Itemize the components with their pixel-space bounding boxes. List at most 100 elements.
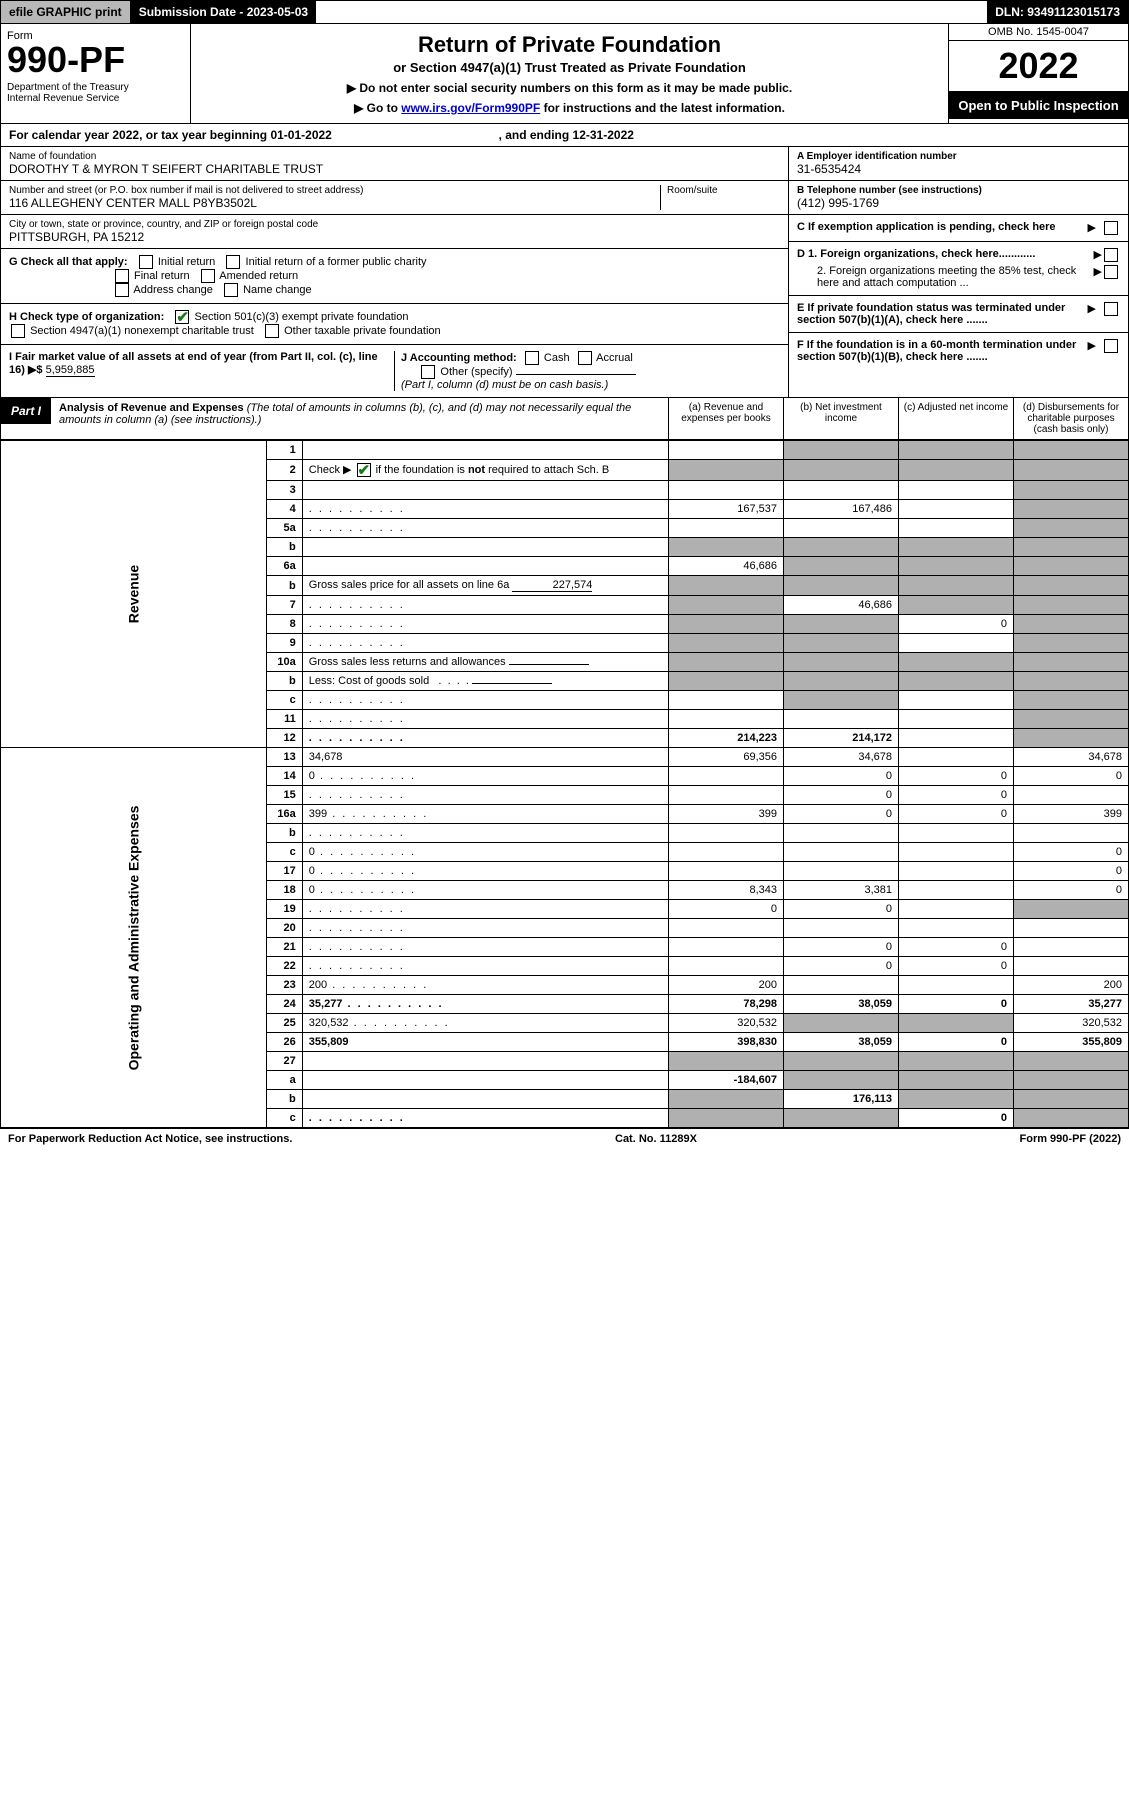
amt-a [669,538,784,557]
amt-b: 38,059 [784,995,899,1014]
amt-b: 0 [784,767,899,786]
line-desc [302,481,668,500]
operating-sidelabel: Operating and Administrative Expenses [1,748,267,1128]
amt-d [1014,1052,1129,1071]
part1-header: Part I Analysis of Revenue and Expenses … [0,398,1129,440]
chk-501c3[interactable] [175,310,189,324]
amt-d [1014,900,1129,919]
chk-other-method[interactable] [421,365,435,379]
line-desc [302,710,668,729]
line-desc: 0 [302,843,668,862]
efile-label[interactable]: efile GRAPHIC print [1,1,131,23]
topbar: efile GRAPHIC print Submission Date - 20… [0,0,1129,24]
amt-b: 0 [784,900,899,919]
amt-d [1014,538,1129,557]
amt-b [784,919,899,938]
line-desc [302,538,668,557]
irs-link[interactable]: www.irs.gov/Form990PF [401,101,540,115]
chk-other-taxable[interactable] [265,324,279,338]
info-grid: Name of foundation DOROTHY T & MYRON T S… [0,147,1129,398]
amt-b [784,1109,899,1128]
chk-initial-former[interactable] [226,255,240,269]
chk-cash[interactable] [525,351,539,365]
opt-name-change: Name change [243,284,312,296]
footer-right: Form 990-PF (2022) [1020,1133,1121,1145]
chk-initial-return[interactable] [139,255,153,269]
amt-a [669,441,784,460]
form-subtitle: or Section 4947(a)(1) Trust Treated as P… [199,60,940,75]
amt-d [1014,596,1129,615]
amt-b [784,1052,899,1071]
line-desc: 200 [302,976,668,995]
line-num: a [266,1071,302,1090]
chk-final-return[interactable] [115,269,129,283]
room-label: Room/suite [667,185,780,196]
amt-c: 0 [899,938,1014,957]
chk-c[interactable] [1104,221,1118,235]
amt-c [899,976,1014,995]
amt-a: 214,223 [669,729,784,748]
amt-d: 200 [1014,976,1129,995]
instruct-2-prefix: ▶ Go to [354,101,401,115]
amt-c: 0 [899,957,1014,976]
amt-d [1014,1109,1129,1128]
chk-d1[interactable] [1104,248,1118,262]
opt-initial-former: Initial return of a former public charit… [246,256,427,268]
chk-4947a1[interactable] [11,324,25,338]
amt-d: 355,809 [1014,1033,1129,1052]
chk-accrual[interactable] [578,351,592,365]
amt-d: 0 [1014,843,1129,862]
amt-a [669,653,784,672]
line-num: c [266,1109,302,1128]
main-table: Revenue12Check ▶ if the foundation is no… [0,440,1129,1128]
h-row: H Check type of organization: Section 50… [1,304,788,345]
amt-c [899,460,1014,481]
line-num: c [266,843,302,862]
opt-other-method: Other (specify) [440,366,512,378]
amt-d [1014,1090,1129,1109]
line-num: 19 [266,900,302,919]
amt-b: 38,059 [784,1033,899,1052]
line-num: b [266,824,302,843]
amt-c: 0 [899,805,1014,824]
chk-d2[interactable] [1104,265,1118,279]
j-note: (Part I, column (d) must be on cash basi… [401,379,608,391]
amt-c [899,538,1014,557]
amt-d [1014,824,1129,843]
line-desc: Check ▶ if the foundation is not require… [302,460,668,481]
chk-name-change[interactable] [224,283,238,297]
amt-b: 0 [784,938,899,957]
line-desc [302,1109,668,1128]
city-label: City or town, state or province, country… [9,219,780,230]
cal-year-mid: , and ending [499,128,573,142]
line-num: 14 [266,767,302,786]
part1-label: Part I [1,398,51,424]
amt-d [1014,710,1129,729]
amt-a [669,767,784,786]
amt-c: 0 [899,1109,1014,1128]
chk-e[interactable] [1104,302,1118,316]
line-num: 15 [266,786,302,805]
addr-val: 116 ALLEGHENY CENTER MALL P8YB3502L [9,196,660,210]
amt-a: 78,298 [669,995,784,1014]
line-desc [302,500,668,519]
amt-a: 0 [669,900,784,919]
line-desc [302,786,668,805]
line-num: 21 [266,938,302,957]
amt-b: 46,686 [784,596,899,615]
cal-year-end: 12-31-2022 [573,128,634,142]
amt-b [784,481,899,500]
amt-b [784,824,899,843]
line-num: 5a [266,519,302,538]
amt-a [669,481,784,500]
chk-amended-return[interactable] [201,269,215,283]
amt-b [784,976,899,995]
line-num: 13 [266,748,302,767]
footer-mid: Cat. No. 11289X [615,1133,697,1145]
amt-c: 0 [899,767,1014,786]
chk-address-change[interactable] [115,283,129,297]
line-desc [302,919,668,938]
amt-a [669,919,784,938]
line-desc: 355,809 [302,1033,668,1052]
chk-f[interactable] [1104,339,1118,353]
